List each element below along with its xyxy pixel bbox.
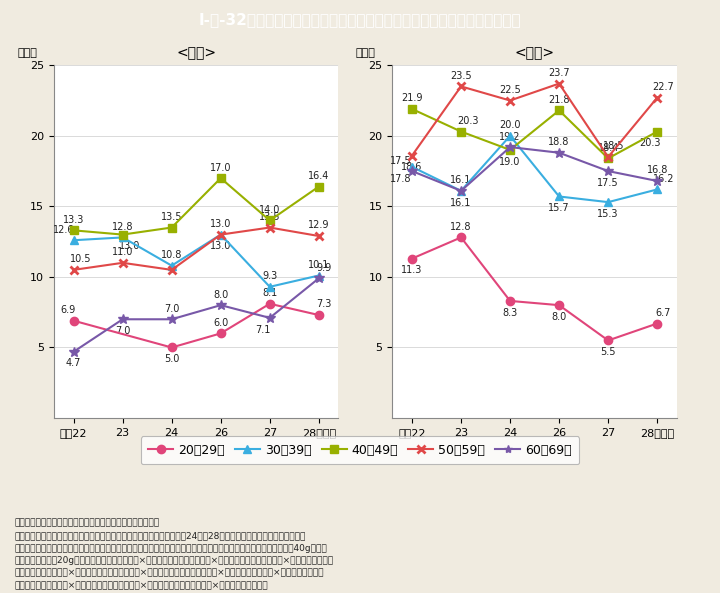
Text: 7.1: 7.1 [255,324,271,334]
Text: 20.3: 20.3 [457,116,479,126]
Text: 6.7: 6.7 [655,308,670,318]
Text: 17.0: 17.0 [210,162,231,173]
Text: 10.8: 10.8 [161,250,182,260]
Text: 5.5: 5.5 [600,347,616,357]
Text: 20.3: 20.3 [639,138,661,148]
Text: 13.5: 13.5 [259,212,281,222]
Text: 12.8: 12.8 [450,222,472,232]
Text: （備考）１．厚生労働省「国民健康・栄養調査」より作成。
　　　　２．割合は全国補正値であり、単なる人数比とは異なる。平成24年、28年は抽出率を考慮した全国補正: （備考）１．厚生労働省「国民健康・栄養調査」より作成。 ２．割合は全国補正値であ… [14,518,333,590]
Text: 16.2: 16.2 [653,174,675,184]
Text: <女性>: <女性> [176,46,216,60]
Text: 16.1: 16.1 [451,197,472,208]
Text: 10.1: 10.1 [308,260,330,270]
Legend: 20～29歳, 30～39歳, 40～49歳, 50～59歳, 60～69歳: 20～29歳, 30～39歳, 40～49歳, 50～59歳, 60～69歳 [141,436,579,464]
Text: 8.0: 8.0 [552,312,567,322]
Text: 9.9: 9.9 [317,263,332,273]
Text: 10.5: 10.5 [70,254,91,264]
Text: 18.4: 18.4 [598,143,618,153]
Text: 8.1: 8.1 [262,288,277,298]
Text: 16.1: 16.1 [451,176,472,185]
Text: 22.5: 22.5 [499,85,521,95]
Text: 18.5: 18.5 [603,141,624,151]
Text: 13.0: 13.0 [210,241,231,251]
Text: 17.8: 17.8 [390,174,412,183]
Text: 13.3: 13.3 [63,215,84,225]
Text: 23.5: 23.5 [450,71,472,81]
Text: 13.0: 13.0 [210,219,231,229]
Text: 6.0: 6.0 [213,318,228,328]
Text: 13.0: 13.0 [119,241,140,251]
Text: 6.9: 6.9 [60,305,76,315]
Text: 7.0: 7.0 [115,326,130,336]
Text: 18.6: 18.6 [401,162,423,172]
Text: 8.3: 8.3 [503,308,518,318]
Text: 17.5: 17.5 [390,155,412,165]
Text: 18.8: 18.8 [549,137,570,147]
Text: 21.8: 21.8 [549,95,570,105]
Text: 7.3: 7.3 [317,299,332,310]
Text: 21.9: 21.9 [401,94,423,103]
Text: （％）: （％） [17,48,37,58]
Text: 22.7: 22.7 [652,82,674,92]
Text: 4.7: 4.7 [66,358,81,368]
Text: I-特-32図　生活習慣病のリスクを高める量を飲酒している者の割合の推移: I-特-32図 生活習慣病のリスクを高める量を飲酒している者の割合の推移 [199,12,521,27]
Text: <男性>: <男性> [515,46,554,60]
Text: 15.3: 15.3 [598,209,619,219]
Text: 20.0: 20.0 [500,120,521,130]
Text: 12.8: 12.8 [112,222,133,232]
Text: 5.0: 5.0 [164,354,179,364]
Text: 12.9: 12.9 [308,221,330,231]
Text: 7.0: 7.0 [164,304,179,314]
Text: 19.2: 19.2 [500,132,521,142]
Text: 11.0: 11.0 [112,247,133,257]
Text: 9.3: 9.3 [262,271,277,281]
Text: 19.0: 19.0 [500,157,521,167]
Text: 14.0: 14.0 [259,205,280,215]
Text: 17.5: 17.5 [598,178,619,188]
Text: 23.7: 23.7 [549,68,570,78]
Text: 8.0: 8.0 [213,289,228,299]
Text: 13.5: 13.5 [161,212,182,222]
Text: 16.8: 16.8 [647,165,668,176]
Text: 12.6: 12.6 [53,225,75,235]
Text: 15.7: 15.7 [549,203,570,213]
Text: 16.4: 16.4 [308,171,330,181]
Text: （％）: （％） [356,48,375,58]
Text: 11.3: 11.3 [401,265,423,275]
